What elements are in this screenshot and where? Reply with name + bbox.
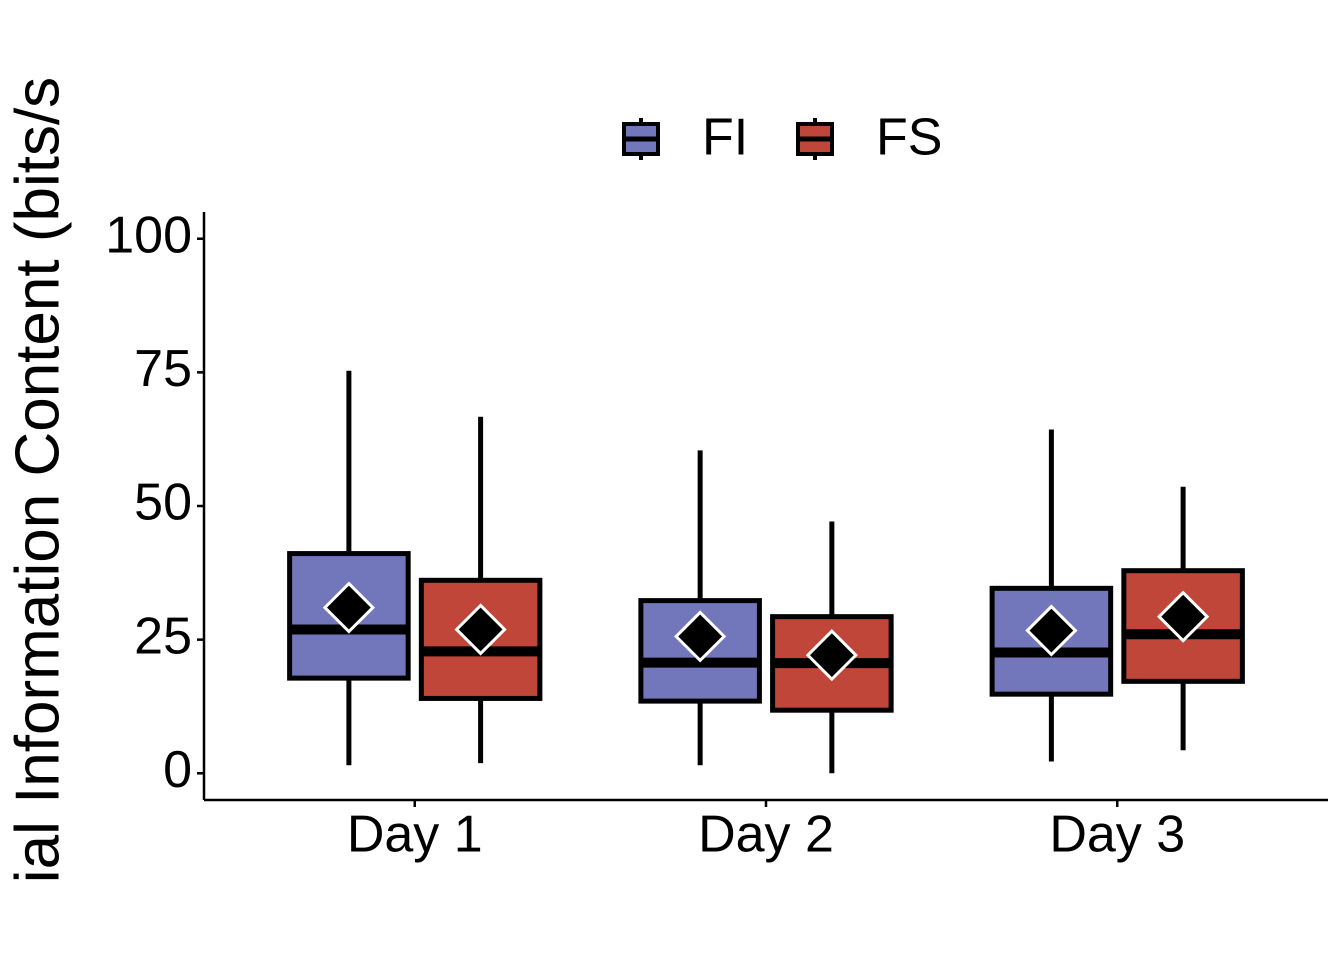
y-axis-title: ial Information Content (bits/s: [3, 77, 72, 883]
legend-label: FI: [702, 109, 748, 167]
mean-marker: [674, 610, 727, 663]
legend-label: FS: [876, 109, 942, 167]
y-tick-label: 0: [163, 741, 192, 799]
mean-marker: [805, 629, 858, 682]
x-tick-label: Day 2: [698, 806, 834, 864]
y-tick-label: 100: [105, 206, 192, 264]
x-tick-label: Day 1: [347, 806, 483, 864]
mean-marker: [1025, 604, 1078, 657]
y-tick-label: 75: [134, 340, 192, 398]
mean-marker: [322, 581, 376, 634]
mean-marker: [454, 603, 507, 656]
x-tick-label: Day 3: [1049, 806, 1185, 864]
y-tick-label: 50: [134, 474, 192, 532]
y-tick-label: 25: [134, 607, 192, 665]
mean-marker: [1156, 590, 1210, 643]
